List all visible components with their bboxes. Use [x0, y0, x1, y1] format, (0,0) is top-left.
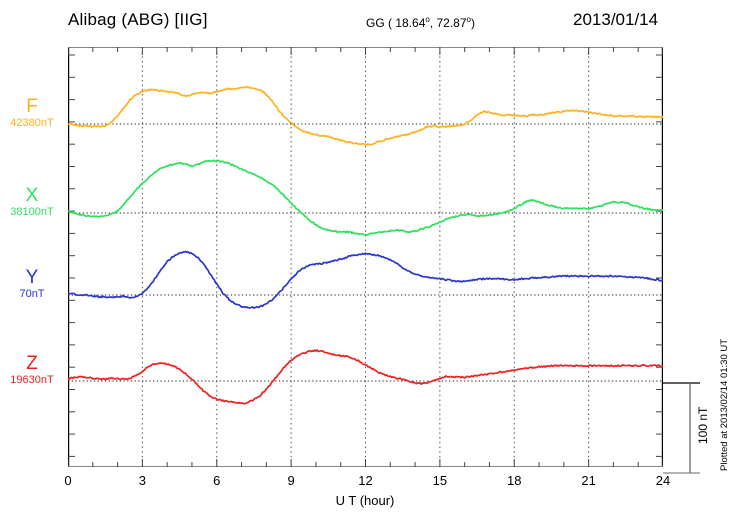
component-baseline-f: 42380nT [10, 116, 54, 129]
plotted-at-label: Plotted at 2013/02/14 01:30 UT [719, 338, 730, 471]
component-letter-y: Y [25, 267, 39, 288]
x-tick-label: 9 [287, 473, 295, 488]
component-letter-z: Z [26, 353, 38, 374]
x-tick-label: 0 [64, 473, 72, 488]
geographic-coordinates: GG ( 18.64o, 72.87o) [366, 15, 475, 30]
x-tick-label: 21 [581, 473, 596, 488]
component-label-x: X 38100nT [0, 186, 64, 218]
component-baseline-x: 38100nT [10, 205, 54, 218]
x-tick-label: 24 [655, 473, 671, 488]
observation-date: 2013/01/14 [573, 10, 659, 29]
degree-symbol-lat: o [425, 15, 430, 24]
component-baseline-z: 19630nT [10, 373, 54, 386]
x-tick-label: 15 [432, 473, 448, 488]
magnetogram-svg [68, 47, 663, 467]
trace-f [68, 85, 663, 146]
coords-suffix: ) [470, 16, 475, 30]
x-tick-label: 12 [358, 473, 373, 488]
component-label-z: Z 19630nT [0, 354, 64, 386]
trace-x [68, 159, 663, 236]
x-axis-title: U T (hour) [335, 493, 395, 508]
x-tick-label: 18 [507, 473, 522, 488]
coords-mid: , 72.87 [429, 16, 467, 30]
scale-bar [663, 382, 700, 474]
trace-z [68, 349, 663, 405]
component-label-y: Y 70nT [0, 268, 64, 300]
component-label-f: F 42380nT [0, 97, 64, 129]
magnetogram-plot-area [68, 47, 663, 467]
page-title: Alibag (ABG) [IIG] [68, 10, 208, 29]
trace-y [68, 250, 663, 309]
x-tick-label: 6 [213, 473, 221, 488]
component-baseline-y: 70nT [19, 287, 45, 300]
component-letter-f: F [26, 96, 38, 117]
coords-prefix: GG ( 18.64 [366, 16, 426, 30]
x-tick-label: 3 [138, 473, 146, 488]
degree-symbol-lon: o [466, 15, 471, 24]
component-letter-x: X [25, 185, 39, 206]
